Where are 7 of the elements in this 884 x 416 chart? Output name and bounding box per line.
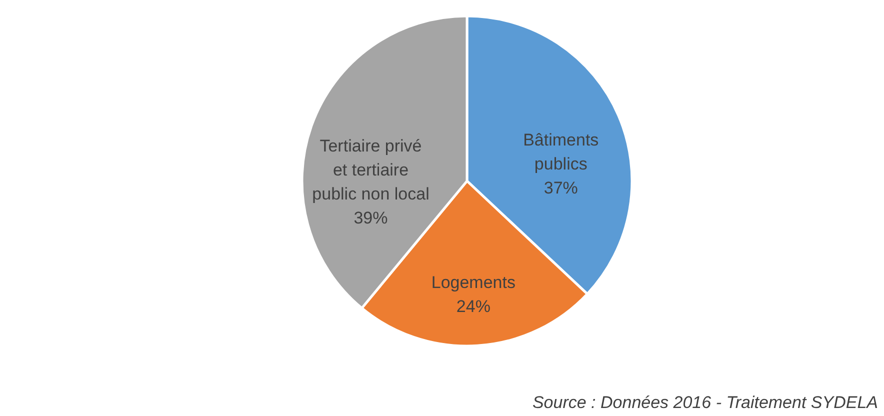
data-label: 39% [354,208,388,228]
source-note: Source : Données 2016 - Traitement SYDELA [532,393,878,412]
slice-label: Bâtiments publics [523,130,599,174]
slice-label: Tertiaire privé et tertiaire public non local [312,136,430,204]
data-label: 24% [456,297,490,316]
slice-label: Logements [431,273,516,292]
data-label: 37% [544,178,578,198]
